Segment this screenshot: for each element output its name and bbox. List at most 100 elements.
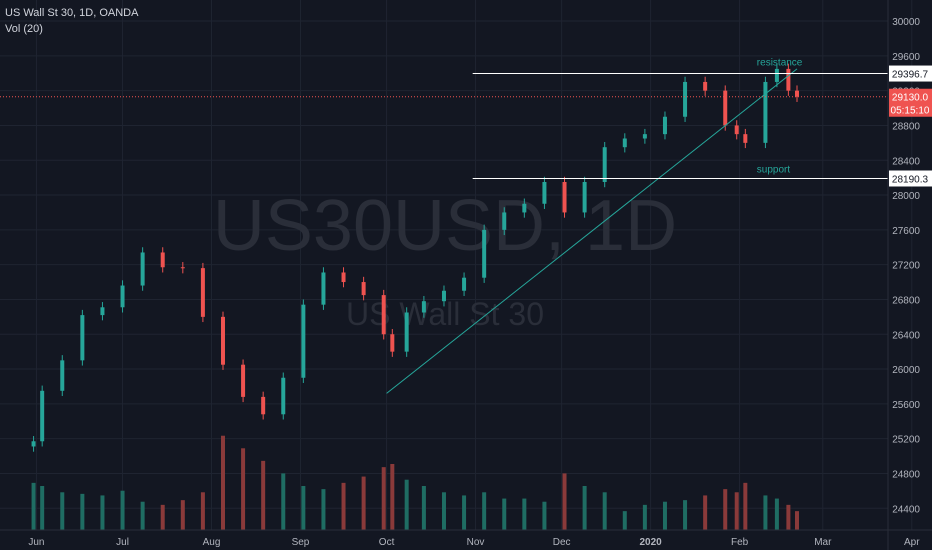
- volume-bar: [80, 493, 85, 530]
- candle-body: [281, 377, 286, 415]
- candle-body: [31, 441, 36, 447]
- candle-body: [734, 125, 739, 135]
- volume-bar: [642, 504, 647, 530]
- volume-bar: [140, 501, 145, 530]
- volume-bar: [462, 495, 467, 530]
- candle-body: [441, 290, 446, 302]
- volume-bar: [261, 460, 266, 530]
- volume-bar: [774, 498, 779, 530]
- indicator-label: Vol (20): [5, 23, 43, 35]
- volume-bar: [120, 490, 125, 530]
- trend-line: [386, 68, 798, 394]
- volume-bar: [482, 492, 487, 530]
- last-price-tag: [889, 88, 932, 117]
- candle-body: [502, 212, 507, 230]
- candle-body: [462, 277, 467, 291]
- candle-body: [542, 182, 547, 204]
- candle-body: [341, 272, 346, 283]
- x-tick-label: Nov: [467, 537, 485, 548]
- candle-body: [703, 81, 708, 91]
- candle-body: [140, 252, 145, 286]
- candle-body: [100, 307, 105, 316]
- chart-legend: US Wall St 30, 1D, OANDA Vol (20): [5, 5, 138, 37]
- candle-body: [582, 182, 587, 213]
- candle-body: [562, 182, 567, 213]
- x-tick-label: 2020: [639, 537, 662, 548]
- candle-body: [200, 268, 205, 317]
- candle-body: [662, 116, 667, 135]
- candle-body: [482, 229, 487, 278]
- volume-bar: [743, 482, 748, 530]
- volume-bar: [100, 495, 105, 530]
- candle-body: [404, 312, 409, 352]
- candle-body: [301, 304, 306, 378]
- volume-bar: [200, 492, 205, 530]
- volume-bar: [321, 489, 326, 530]
- volume-bar: [502, 498, 507, 530]
- candle-body: [794, 90, 799, 97]
- level-annotation: support: [757, 164, 791, 175]
- volume-bar: [522, 498, 527, 530]
- volume-bar: [763, 495, 768, 530]
- x-tick-label: Apr: [904, 537, 920, 548]
- y-tick-label: 28800: [892, 121, 920, 132]
- y-tick-label: 26000: [892, 365, 920, 376]
- candle-body: [60, 360, 65, 391]
- candle-body: [321, 272, 326, 305]
- countdown-label: 05:15:10: [891, 106, 930, 117]
- volume-bar: [31, 482, 36, 530]
- volume-bar: [281, 473, 286, 530]
- volume-bar: [220, 435, 225, 530]
- volume-bar: [40, 486, 45, 530]
- level-price-tag: [889, 170, 932, 187]
- candle-body: [80, 315, 85, 361]
- candle-body: [40, 390, 45, 442]
- volume-bar: [241, 448, 246, 530]
- candle-body: [381, 295, 386, 335]
- x-tick-label: Jul: [116, 537, 129, 548]
- y-tick-label: 25600: [892, 400, 920, 411]
- volume-bar: [301, 486, 306, 530]
- x-tick-label: Oct: [379, 537, 395, 548]
- y-tick-label: 26800: [892, 295, 920, 306]
- chart-title: US Wall St 30, 1D, OANDA: [5, 7, 139, 19]
- volume-bar: [703, 495, 708, 530]
- y-tick-label: 24800: [892, 469, 920, 480]
- candle-body: [622, 138, 627, 148]
- candle-body: [241, 364, 246, 397]
- volume-bar: [683, 500, 688, 530]
- volume-bar: [786, 504, 791, 530]
- y-tick-label: 25200: [892, 435, 920, 446]
- volume-bar: [421, 486, 426, 530]
- candle-body: [220, 316, 225, 365]
- candle-body: [522, 203, 527, 213]
- volume-bar: [180, 500, 185, 530]
- candle-body: [602, 147, 607, 182]
- volume-bar: [542, 501, 547, 530]
- volume-bars: [31, 435, 799, 530]
- candlesticks: [31, 63, 799, 452]
- x-tick-label: Jun: [28, 537, 44, 548]
- level-price-tag: [889, 65, 932, 82]
- candle-body: [774, 68, 779, 82]
- volume-bar: [390, 464, 395, 530]
- y-tick-label: 30000: [892, 17, 920, 28]
- candle-body: [723, 90, 728, 126]
- volume-bar: [404, 479, 409, 530]
- candle-body: [160, 252, 165, 268]
- y-tick-label: 24400: [892, 504, 920, 515]
- x-tick-label: Dec: [553, 537, 571, 548]
- volume-bar: [582, 486, 587, 530]
- volume-bar: [602, 492, 607, 530]
- volume-bar: [734, 492, 739, 530]
- watermark-symbol: US30USD, 1D: [213, 186, 677, 266]
- y-tick-label: 27200: [892, 261, 920, 272]
- candle-body: [763, 81, 768, 143]
- candle-body: [180, 267, 185, 269]
- y-tick-label: 26400: [892, 330, 920, 341]
- candle-body: [361, 282, 366, 296]
